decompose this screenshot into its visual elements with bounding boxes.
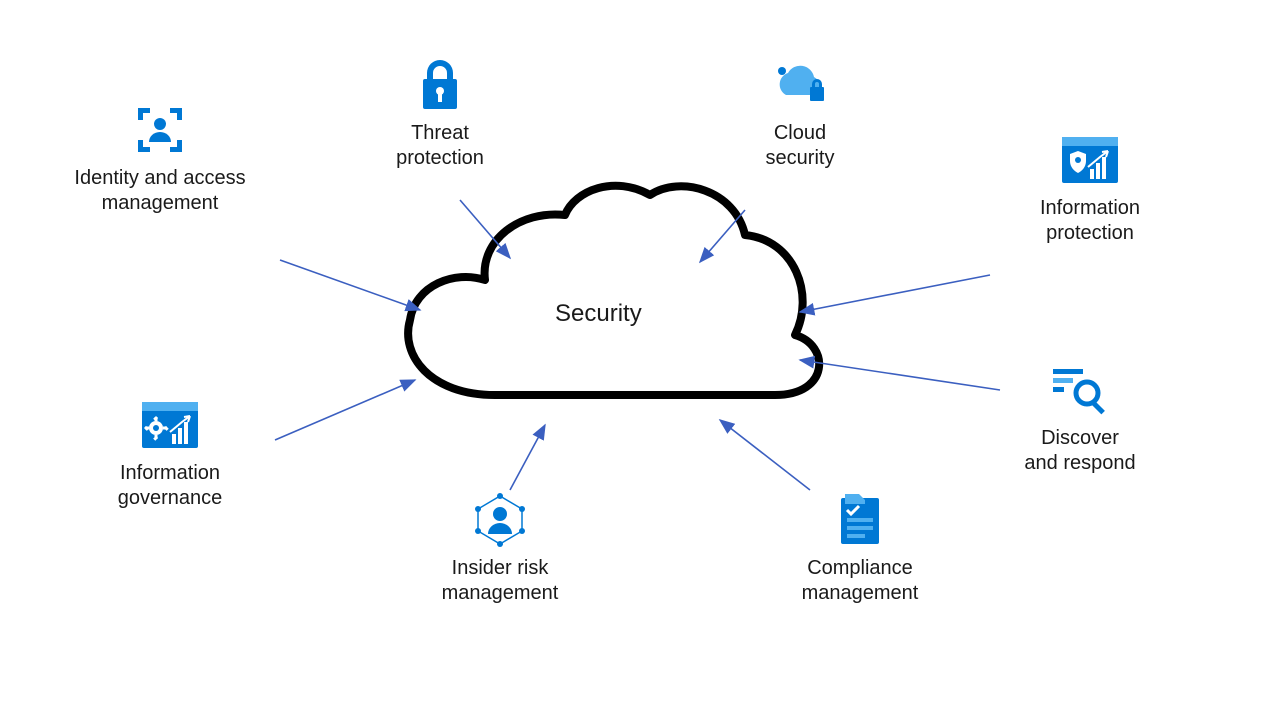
security-radial-diagram: Security Identity and accessmanagement: [0, 0, 1280, 720]
center-label: Security: [555, 300, 642, 328]
arrow-threat: [460, 200, 510, 258]
center-cloud-icon: [408, 186, 819, 395]
node-compliance-label: Compliancemanagement: [770, 556, 950, 606]
node-insider: Insider riskmanagement: [415, 490, 585, 606]
node-compliance: Compliancemanagement: [770, 490, 950, 606]
arrow-discover: [800, 360, 1000, 390]
arrow-infoprotect: [800, 275, 990, 312]
node-identity: Identity and accessmanagement: [60, 100, 260, 216]
node-insider-label: Insider riskmanagement: [415, 556, 585, 606]
node-infoprotect-label: Informationprotection: [1005, 196, 1175, 246]
node-cloudsec: Cloudsecurity: [725, 55, 875, 171]
arrow-insider: [510, 425, 545, 490]
node-discover: Discoverand respond: [985, 360, 1175, 476]
node-threat: Threatprotection: [365, 55, 515, 171]
arrow-identity: [280, 260, 420, 310]
shield-analytics-icon: [1005, 130, 1175, 190]
cloud-lock-icon: [725, 55, 875, 115]
node-discover-label: Discoverand respond: [985, 426, 1175, 476]
node-identity-label: Identity and accessmanagement: [60, 166, 260, 216]
arrow-compliance: [720, 420, 810, 490]
node-infoprotect: Informationprotection: [1005, 130, 1175, 246]
arrow-infogov: [275, 380, 415, 440]
arrow-cloudsec: [700, 210, 745, 262]
node-threat-label: Threatprotection: [365, 121, 515, 171]
lock-icon: [365, 55, 515, 115]
node-infogov-label: Informationgovernance: [85, 461, 255, 511]
filter-search-icon: [985, 360, 1175, 420]
node-cloudsec-label: Cloudsecurity: [725, 121, 875, 171]
gear-analytics-icon: [85, 395, 255, 455]
node-infogov: Informationgovernance: [85, 395, 255, 511]
person-hexagon-icon: [415, 490, 585, 550]
face-scan-icon: [60, 100, 260, 160]
checklist-icon: [770, 490, 950, 550]
